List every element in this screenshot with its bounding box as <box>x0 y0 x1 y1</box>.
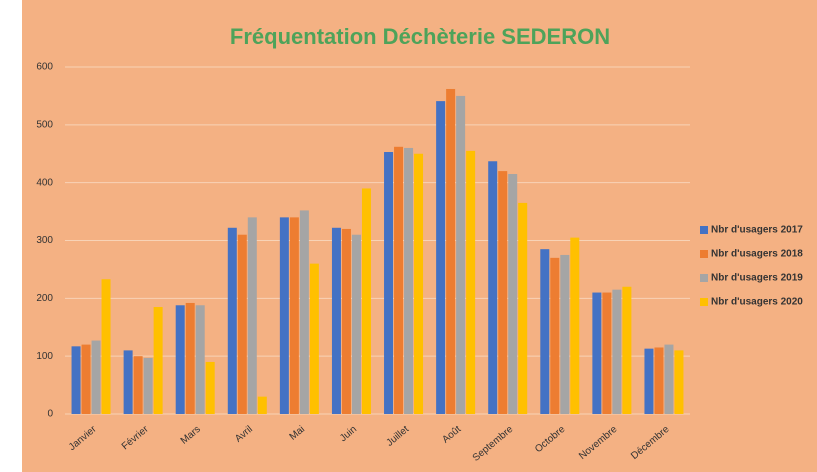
bar <box>508 173 518 414</box>
y-tick-label: 300 <box>36 235 53 246</box>
bar <box>384 152 394 414</box>
bar <box>341 228 351 414</box>
bar <box>602 292 612 414</box>
chart-title: Fréquentation Déchèterie SEDERON <box>230 24 610 49</box>
bar <box>227 227 237 414</box>
bar <box>436 101 446 414</box>
bar <box>91 340 101 414</box>
legend-swatch <box>700 298 708 306</box>
bar <box>592 292 602 414</box>
y-tick-label: 0 <box>47 409 53 420</box>
bar <box>195 305 205 414</box>
bar <box>456 95 466 415</box>
bar <box>612 289 622 414</box>
bar <box>394 146 404 414</box>
bar <box>247 217 257 414</box>
y-tick-label: 600 <box>36 62 53 73</box>
bar <box>81 344 91 414</box>
bar <box>622 286 632 414</box>
bar <box>664 344 674 414</box>
bar <box>498 171 508 414</box>
bar <box>185 302 195 414</box>
bar <box>518 202 528 414</box>
bar <box>488 161 498 414</box>
bar <box>101 279 111 414</box>
bar <box>153 307 163 414</box>
bar <box>654 347 664 414</box>
y-tick-label: 400 <box>36 177 53 188</box>
bar <box>143 357 153 414</box>
bar <box>205 361 215 414</box>
bar <box>123 350 133 414</box>
legend-label: Nbr d'usagers 2020 <box>711 297 803 308</box>
bar <box>299 210 309 414</box>
legend-swatch <box>700 250 708 258</box>
bar <box>331 227 341 414</box>
bar <box>570 237 580 414</box>
bar <box>414 153 424 414</box>
legend-label: Nbr d'usagers 2018 <box>711 249 803 260</box>
bar <box>133 356 143 414</box>
bar <box>404 147 414 414</box>
bar <box>351 234 361 414</box>
bar <box>71 346 81 414</box>
bar <box>446 88 456 414</box>
bar <box>560 254 570 414</box>
legend-swatch <box>700 226 708 234</box>
bar <box>257 396 267 414</box>
bar <box>644 348 654 414</box>
bar <box>309 263 319 414</box>
y-tick-label: 200 <box>36 293 53 304</box>
bar <box>674 350 684 414</box>
bar <box>550 257 560 414</box>
y-tick-label: 100 <box>36 351 53 362</box>
bar <box>361 188 371 414</box>
bar <box>279 217 289 414</box>
bar <box>540 249 550 414</box>
bar <box>237 234 247 414</box>
y-tick-label: 500 <box>36 119 53 130</box>
legend-label: Nbr d'usagers 2019 <box>711 273 803 284</box>
bar <box>466 150 476 414</box>
legend-label: Nbr d'usagers 2017 <box>711 225 803 236</box>
legend-swatch <box>700 274 708 282</box>
bar <box>175 305 185 414</box>
bar <box>289 217 299 414</box>
